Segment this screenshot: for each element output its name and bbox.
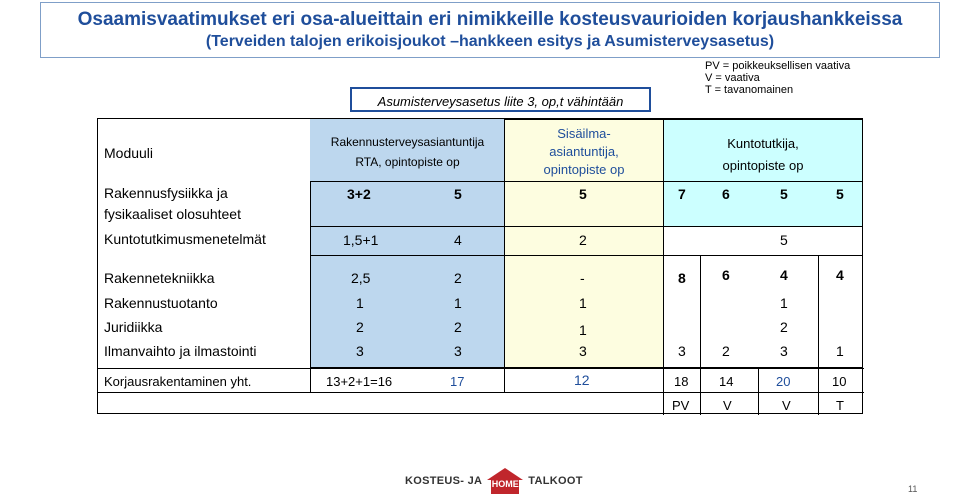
rta-header-bg xyxy=(310,119,505,181)
kun-row3-7 xyxy=(663,255,863,368)
cell-kun3: 4 xyxy=(780,267,788,283)
logo-left-text: KOSTEUS- JA xyxy=(405,475,483,487)
page-number: 11 xyxy=(908,484,918,494)
summary-sis: 12 xyxy=(574,372,590,388)
kun-divider-2 xyxy=(818,255,819,368)
cell-sis: 5 xyxy=(579,186,587,202)
cell-rta2: 3 xyxy=(454,343,462,359)
summary-div-6 xyxy=(818,368,819,415)
row-label: fysikaaliset olosuhteet xyxy=(104,206,241,222)
cell-sis: - xyxy=(580,270,585,286)
sis-col-row2 xyxy=(504,226,664,256)
sis-header-bg xyxy=(504,119,664,182)
rta-col-row1 xyxy=(310,181,505,227)
competence-table: Moduuli Rakennusterveysasiantuntija RTA,… xyxy=(97,118,864,415)
cell-kun3: 1 xyxy=(780,295,788,311)
row-label: Kuntotutkimusmenetelmät xyxy=(104,231,266,247)
cell-sis: 1 xyxy=(579,295,587,311)
cell-rta2: 4 xyxy=(454,232,462,248)
legend-v: V = vaativa xyxy=(705,72,760,84)
cell-kun3: 2 xyxy=(780,319,788,335)
legend-pv: PV = poikkeuksellisen vaativa xyxy=(705,60,851,72)
footer-logo: KOSTEUS- JA HOME TALKOOT xyxy=(405,466,583,496)
cell-rta: 2 xyxy=(356,319,364,335)
legend-t: T = tavanomainen xyxy=(705,84,794,96)
cell-kun1: 3 xyxy=(678,343,686,359)
cell-kun4: 1 xyxy=(836,343,844,359)
summary-kun2: 14 xyxy=(719,374,734,389)
cell-kun2: 6 xyxy=(722,267,730,283)
cell-rta2: 5 xyxy=(454,186,462,202)
summary-mid-line xyxy=(98,392,864,393)
rta-header: Rakennusterveysasiantuntija RTA, opintop… xyxy=(310,135,505,169)
logo-house-icon: HOME xyxy=(486,467,524,495)
level-kun2: V xyxy=(723,398,732,413)
sis-header-line2: asiantuntija, xyxy=(549,144,619,159)
cell-rta: 3 xyxy=(356,343,364,359)
cell-sis: 2 xyxy=(579,232,587,248)
kun-divider-1 xyxy=(700,255,701,368)
logo-middle-text: HOME xyxy=(491,479,519,489)
kun-col-row1 xyxy=(663,181,863,227)
cell-rta: 1,5+1 xyxy=(343,232,379,248)
title-box: Osaamisvaatimukset eri osa-alueittain er… xyxy=(40,2,940,58)
rta-header-line1: Rakennusterveysasiantuntija xyxy=(330,135,485,149)
cell-rta2: 1 xyxy=(454,295,462,311)
row-label: Ilmanvaihto ja ilmastointi xyxy=(104,343,257,359)
summary-kun3: 20 xyxy=(776,374,791,389)
legend: PV = poikkeuksellisen vaativa V = vaativ… xyxy=(705,60,850,96)
cell-rta: 1 xyxy=(356,295,364,311)
rta-header-line2: RTA, opintopiste op xyxy=(355,155,460,169)
sis-header-line1: Sisäilma- xyxy=(557,126,611,141)
cell-sis: 3 xyxy=(579,343,587,359)
cell-rta2: 2 xyxy=(454,270,462,286)
cell-kun1: 7 xyxy=(678,186,686,202)
summary-rta: 13+2+1=16 xyxy=(326,374,393,389)
kun-header-line1: Kuntotutkija, xyxy=(727,136,799,151)
cell-kun1: 8 xyxy=(678,270,686,286)
level-kun4: T xyxy=(836,398,844,413)
summary-div-1 xyxy=(310,368,311,392)
rta-col-row2 xyxy=(310,226,505,256)
summary-label: Korjausrakentaminen yht. xyxy=(104,374,252,389)
row-label: Rakennetekniikka xyxy=(104,270,215,286)
summary-div-4 xyxy=(700,368,701,415)
module-header: Moduuli xyxy=(104,145,154,161)
kun-header: Kuntotutkija, opintopiste op xyxy=(663,133,863,177)
summary-div-5 xyxy=(758,368,759,415)
cell-kun3: 3 xyxy=(780,343,788,359)
asumisterveys-note: Asumisterveysasetus liite 3, op,t vähint… xyxy=(350,87,651,112)
kun-row2 xyxy=(663,226,863,256)
summary-top-line xyxy=(98,368,864,369)
page-title: Osaamisvaatimukset eri osa-alueittain er… xyxy=(77,9,903,30)
row-label: Rakennustuotanto xyxy=(104,295,218,311)
summary-rta2: 17 xyxy=(450,374,465,389)
level-kun3: V xyxy=(782,398,791,413)
cell-sis: 1 xyxy=(579,322,587,338)
page-subtitle: (Terveiden talojen erikoisjoukot –hankke… xyxy=(205,33,775,50)
summary-div-3 xyxy=(663,368,664,415)
cell-kun2: 2 xyxy=(722,343,730,359)
cell-kun2: 6 xyxy=(722,186,730,202)
cell-kun4: 5 xyxy=(836,186,844,202)
sis-col-rest xyxy=(504,255,664,368)
row-label: Juridiikka xyxy=(104,319,163,335)
summary-kun1: 18 xyxy=(674,374,689,389)
cell-kun3: 5 xyxy=(780,186,788,202)
rta-col-rest xyxy=(310,255,505,368)
summary-kun4: 10 xyxy=(832,374,847,389)
summary-div-2 xyxy=(504,368,505,392)
logo-right-text: TALKOOT xyxy=(528,475,583,487)
cell-rta2: 2 xyxy=(454,319,462,335)
level-kun1: PV xyxy=(672,398,690,413)
cell-rta: 3+2 xyxy=(347,186,371,202)
kun-header-line2: opintopiste op xyxy=(722,158,804,173)
cell-rta: 2,5 xyxy=(351,270,371,286)
cell-kun4: 4 xyxy=(836,267,844,283)
sis-header: Sisäilma- asiantuntija, opintopiste op xyxy=(504,125,664,179)
sis-header-line3: opintopiste op xyxy=(543,162,625,177)
row-label: Rakennusfysiikka ja xyxy=(104,185,228,201)
cell-kun3: 5 xyxy=(780,232,788,248)
